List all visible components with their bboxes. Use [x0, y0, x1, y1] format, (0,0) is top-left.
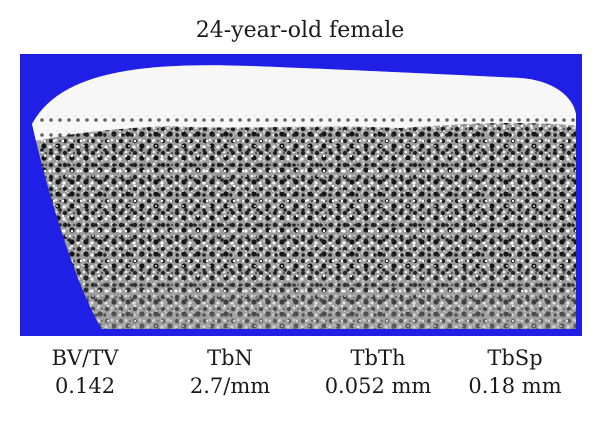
metric-label: BV/TV	[51, 346, 119, 370]
bone-specimen	[32, 65, 576, 330]
metric-tbth: TbTh 0.052 mm	[303, 344, 453, 400]
metric-tbsp: TbSp 0.18 mm	[440, 344, 590, 400]
bone-biopsy-scan	[20, 54, 582, 336]
metric-label: TbN	[207, 346, 253, 370]
metric-value: 0.142	[54, 374, 116, 398]
metric-bv-tv: BV/TV 0.142	[10, 344, 160, 400]
metric-value: 2.7/mm	[189, 374, 271, 398]
metric-tbn: TbN 2.7/mm	[155, 344, 305, 400]
metric-label: TbTh	[350, 346, 406, 370]
metric-label: TbSp	[487, 346, 543, 370]
morphometry-metrics: BV/TV 0.142 TbN 2.7/mm TbTh 0.052 mm TbS…	[0, 344, 600, 414]
metric-value: 0.052 mm	[324, 374, 432, 398]
metric-value: 0.18 mm	[468, 374, 562, 398]
specimen-title: 24-year-old female	[195, 18, 405, 43]
